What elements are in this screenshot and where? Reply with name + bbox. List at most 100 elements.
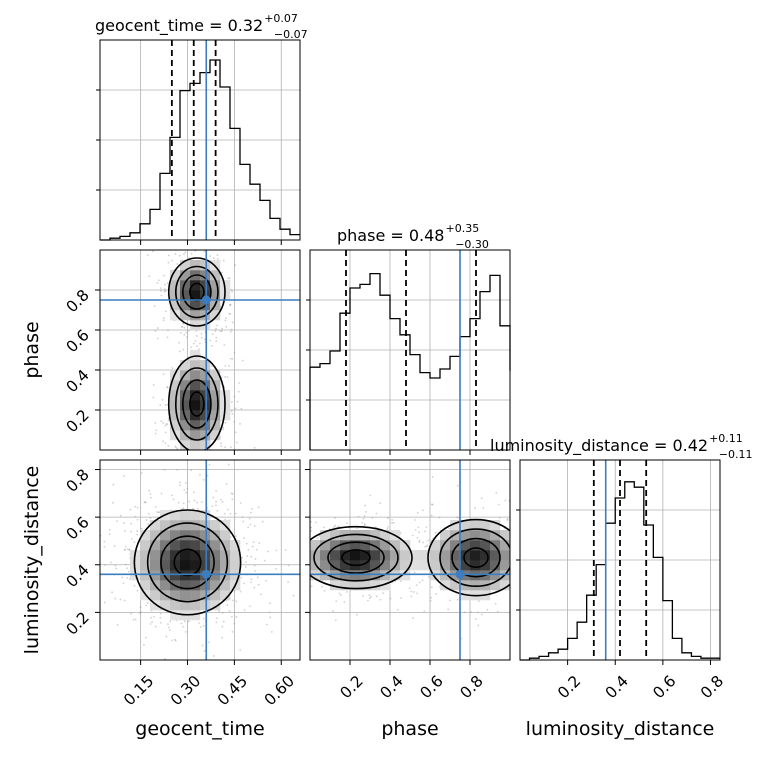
density-cell	[320, 540, 331, 551]
density-cell	[180, 510, 191, 521]
density-cell	[170, 380, 181, 391]
scatter-point	[267, 550, 270, 553]
scatter-point	[198, 622, 201, 624]
scatter-point	[113, 545, 116, 547]
scatter-point	[237, 390, 240, 393]
scatter-point	[248, 517, 251, 520]
scatter-point	[136, 530, 139, 532]
scatter-point	[250, 555, 252, 558]
scatter-point	[167, 626, 170, 629]
scatter-point	[285, 567, 287, 569]
scatter-point	[256, 576, 259, 579]
density-cell	[190, 390, 201, 401]
hist-panel-geocent-time	[96, 39, 301, 241]
scatter-point	[206, 451, 208, 453]
scatter-point	[474, 507, 477, 510]
scatter-point	[223, 344, 226, 346]
density-cell	[470, 570, 481, 581]
scatter-point	[228, 276, 231, 279]
scatter-point	[150, 496, 152, 499]
scatter-point	[192, 342, 195, 345]
density-cell	[190, 570, 201, 581]
density-cell	[180, 440, 191, 450]
scatter-point	[159, 616, 162, 619]
density-cell	[340, 580, 351, 591]
ytick-label: 0.4	[63, 366, 93, 396]
scatter-point	[512, 515, 514, 517]
density-cell	[140, 560, 151, 571]
density-cell	[180, 390, 191, 401]
density-cell	[450, 520, 461, 531]
scatter-point	[369, 494, 372, 497]
scatter-point	[410, 590, 413, 593]
scatter-point	[161, 399, 164, 401]
contour-line	[341, 549, 371, 567]
contour-line	[133, 509, 242, 616]
scatter-point	[165, 310, 167, 313]
density-cell	[180, 290, 191, 301]
scatter-point	[122, 582, 125, 585]
scatter-point	[270, 631, 273, 633]
contour-line	[327, 541, 385, 574]
density-cell	[190, 530, 201, 541]
scatter-point	[527, 526, 529, 528]
scatter-point	[548, 532, 550, 534]
density-cell	[360, 550, 371, 561]
scatter-point	[180, 622, 183, 625]
density-cell	[490, 580, 501, 591]
scatter-point	[108, 528, 111, 531]
scatter-point	[187, 247, 189, 249]
scatter-point	[418, 531, 420, 534]
scatter-point	[480, 613, 483, 616]
scatter-point	[134, 515, 137, 518]
scatter-point	[504, 499, 507, 502]
scatter-point	[430, 596, 433, 599]
scatter-point	[147, 523, 150, 526]
scatter-point	[302, 512, 304, 514]
density-cell	[190, 540, 201, 551]
scatter-point	[231, 401, 233, 403]
density-cell	[490, 550, 501, 561]
scatter-point	[231, 357, 234, 360]
scatter-point	[551, 565, 553, 567]
scatter-point	[399, 580, 402, 583]
scatter-point	[222, 259, 225, 262]
scatter-point	[224, 317, 227, 319]
scatter-point	[110, 561, 112, 564]
density-cell	[360, 540, 371, 551]
scatter-point	[255, 548, 258, 551]
scatter-point	[361, 521, 364, 524]
density-cell	[190, 400, 201, 411]
scatter-point	[362, 595, 364, 597]
scatter-point	[145, 604, 147, 607]
title-geocent-time-plus: +0.07	[264, 12, 298, 25]
density-cell	[170, 270, 181, 281]
scatter-point	[371, 517, 374, 519]
density-cell	[440, 570, 451, 581]
scatter-point	[89, 473, 91, 475]
scatter-point	[167, 623, 169, 626]
scatter-point	[415, 584, 418, 587]
scatter-point	[224, 421, 227, 424]
scatter-point	[410, 595, 413, 598]
scatter-point	[156, 511, 158, 513]
scatter-point	[518, 555, 520, 557]
density-cell	[190, 600, 201, 611]
density-cell	[140, 570, 151, 581]
scatter-point	[214, 330, 217, 332]
scatter-point	[119, 514, 122, 517]
scatter-point	[154, 422, 157, 424]
xtick-label: 0.8	[457, 672, 487, 702]
scatter-point	[345, 591, 348, 593]
density-cell	[190, 420, 201, 431]
scatter-point	[182, 625, 185, 628]
density-cell	[430, 560, 441, 571]
scatter-point	[160, 290, 162, 292]
scatter-point	[221, 636, 224, 639]
scatter-point	[274, 540, 276, 542]
panel-frame	[309, 459, 511, 661]
scatter-point	[197, 348, 200, 351]
scatter-point	[166, 282, 169, 284]
scatter-point	[190, 451, 192, 453]
density-cell	[410, 560, 421, 571]
